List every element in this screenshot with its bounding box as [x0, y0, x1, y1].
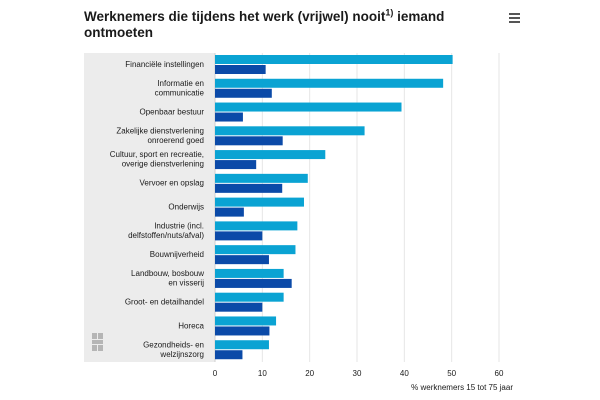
category-label: Gezondheids- en welzijnszorg: [143, 340, 204, 359]
logo-part: [92, 345, 97, 351]
logo-part: [98, 333, 103, 339]
category-label: Vervoer en opslag: [140, 179, 205, 188]
bar-series-2: [215, 350, 243, 360]
category-panel: [84, 53, 215, 362]
category-label-line: Vervoer en opslag: [140, 179, 205, 188]
chart-title-main: Werknemers die tijdens het werk (vrijwel…: [84, 9, 386, 24]
category-label-line: Horeca: [178, 321, 204, 330]
bar-series-1: [215, 150, 326, 160]
bar-series-2: [215, 112, 243, 122]
category-label-line: delfstoffen/nuts/afval): [128, 231, 204, 240]
bar-series-1: [215, 292, 284, 302]
category-label: Onderwijs: [168, 203, 204, 212]
category-label-line: Groot- en detailhandel: [125, 298, 204, 307]
bar-series-2: [215, 302, 263, 312]
x-tick-label: 30: [353, 369, 362, 378]
bar-series-2: [215, 326, 270, 336]
x-tick-label: 20: [305, 369, 314, 378]
logo-part: [92, 340, 103, 344]
chart-title-footnote: 1): [385, 7, 394, 18]
bar-series-1: [215, 55, 453, 64]
bar-series-2: [215, 65, 266, 74]
bar-series-1: [215, 245, 296, 255]
bar-series-1: [215, 197, 304, 207]
category-label: Horeca: [178, 321, 204, 330]
category-label-line: Zakelijke dienstverlening: [116, 126, 204, 135]
category-label-line: Industrie (incl.: [154, 222, 204, 231]
bar-series-1: [215, 268, 284, 278]
category-label-line: Openbaar bestuur: [140, 107, 205, 116]
logo-part: [92, 333, 97, 339]
category-label: Landbouw, bosbouw en visserij: [131, 269, 204, 288]
category-label-line: Gezondheids- en: [143, 340, 204, 349]
category-label-line: Onderwijs: [168, 203, 204, 212]
category-label-line: overige dienstverlening: [122, 160, 204, 169]
bar-series-1: [215, 126, 365, 136]
category-label-line: Landbouw, bosbouw: [131, 269, 204, 278]
bar-series-1: [215, 340, 269, 350]
category-label: Zakelijke dienstverlening onroerend goed: [116, 126, 204, 145]
bar-series-2: [215, 183, 283, 193]
bar-series-2: [215, 160, 257, 170]
x-axis-label: % werknemers 15 tot 75 jaar: [411, 383, 513, 392]
category-label-line: Financiële instellingen: [125, 60, 204, 69]
category-label-line: welzijnszorg: [159, 350, 204, 359]
bar-series-1: [215, 316, 277, 326]
bar-series-1: [215, 102, 402, 112]
x-tick-label: 10: [258, 369, 267, 378]
bar-series-2: [215, 231, 263, 241]
category-label: Cultuur, sport en recreatie, overige dien…: [110, 150, 204, 169]
chart-title: Werknemers die tijdens het werk (vrijwel…: [84, 7, 504, 41]
bar-series-1: [215, 173, 308, 183]
category-label: Industrie (incl. delfstoffen/nuts/afval): [128, 222, 204, 241]
bar-series-1: [215, 78, 444, 88]
category-label-line: Informatie en: [157, 79, 204, 88]
category-label-line: Bouwnijverheid: [150, 250, 204, 259]
x-tick-label: 0: [213, 369, 218, 378]
category-label: Financiële instellingen: [125, 60, 204, 69]
category-label: Openbaar bestuur: [140, 107, 205, 116]
category-label-line: Cultuur, sport en recreatie,: [110, 150, 204, 159]
category-label: Groot- en detailhandel: [125, 298, 204, 307]
x-tick-label: 50: [447, 369, 456, 378]
bar-series-2: [215, 255, 269, 265]
category-label-line: onroerend goed: [148, 136, 205, 145]
category-label-line: en visserij: [168, 279, 204, 288]
hamburger-menu-icon[interactable]: [509, 13, 521, 23]
x-tick-label: 60: [495, 369, 504, 378]
bar-series-2: [215, 278, 292, 288]
category-label-line: communicatie: [155, 88, 205, 97]
category-label: Informatie en communicatie: [155, 79, 205, 98]
chart-title-rest: iemand ontmoeten: [84, 9, 445, 40]
bar-series-2: [215, 136, 283, 146]
category-label: Bouwnijverheid: [150, 250, 204, 259]
logo-part: [98, 345, 103, 351]
bar-series-2: [215, 88, 272, 98]
bar-series-1: [215, 221, 298, 231]
bar-series-2: [215, 207, 244, 217]
x-tick-label: 40: [400, 369, 409, 378]
logo-icon: [92, 333, 103, 351]
